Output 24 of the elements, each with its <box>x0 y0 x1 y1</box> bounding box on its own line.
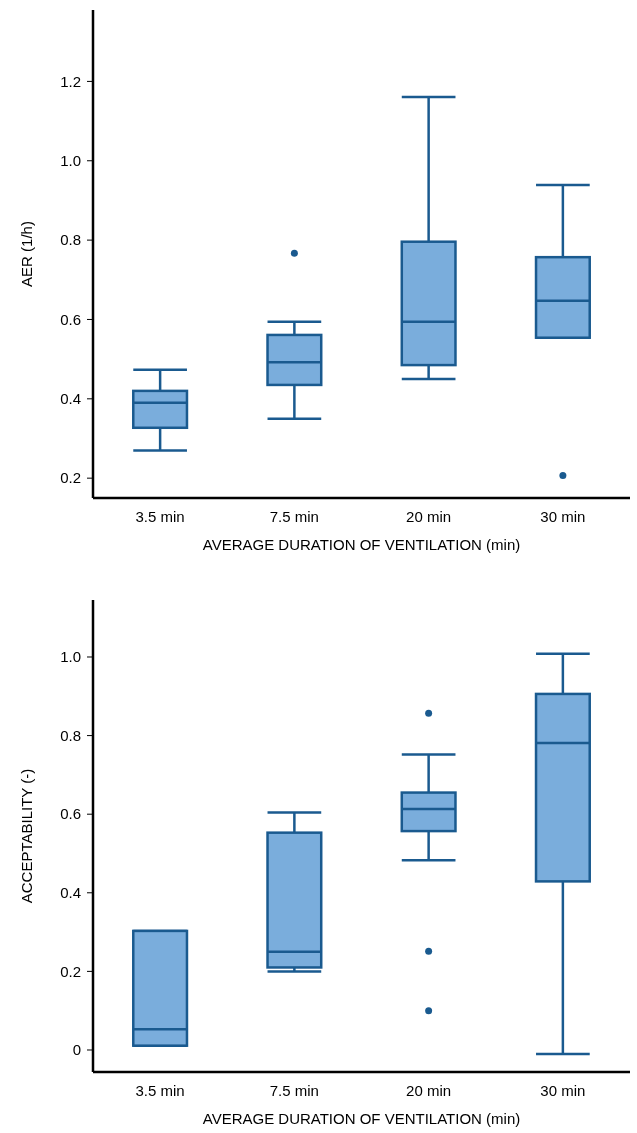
x-tick-label: 7.5 min <box>269 1082 319 1099</box>
x-tick-label: 20 min <box>406 1082 452 1099</box>
y-tick-label: 0.6 <box>60 805 81 823</box>
y-tick-label: 0.2 <box>60 469 81 487</box>
y-tick-label: 0.6 <box>60 310 81 328</box>
x-tick-label: 20 min <box>406 508 452 525</box>
y-tick-label: 0.2 <box>60 962 81 980</box>
y-tick-label: 0 <box>72 1041 81 1059</box>
y-tick-label: 0.8 <box>60 231 81 249</box>
x-tick-label: 3.5 min <box>135 1082 185 1099</box>
y-tick-label: 1.0 <box>60 152 81 170</box>
x-axis-title: AVERAGE DURATION OF VENTILATION (min) <box>202 536 521 553</box>
y-tick-label: 1.2 <box>60 72 81 90</box>
y-tick-label: 0.8 <box>60 726 81 744</box>
x-tick-label: 30 min <box>540 508 586 525</box>
x-axis-title: AVERAGE DURATION OF VENTILATION (min) <box>202 1110 521 1127</box>
y-tick-label: 0.4 <box>60 884 81 902</box>
y-tick-label: 1.0 <box>60 648 81 666</box>
y-axis-title: ACCEPTABILITY (-) <box>18 768 35 904</box>
y-tick-label: 0.4 <box>60 390 81 408</box>
y-axis-title: AER (1/h) <box>18 221 35 287</box>
x-tick-label: 3.5 min <box>135 508 185 525</box>
x-tick-label: 7.5 min <box>269 508 319 525</box>
x-tick-label: 30 min <box>540 1082 586 1099</box>
